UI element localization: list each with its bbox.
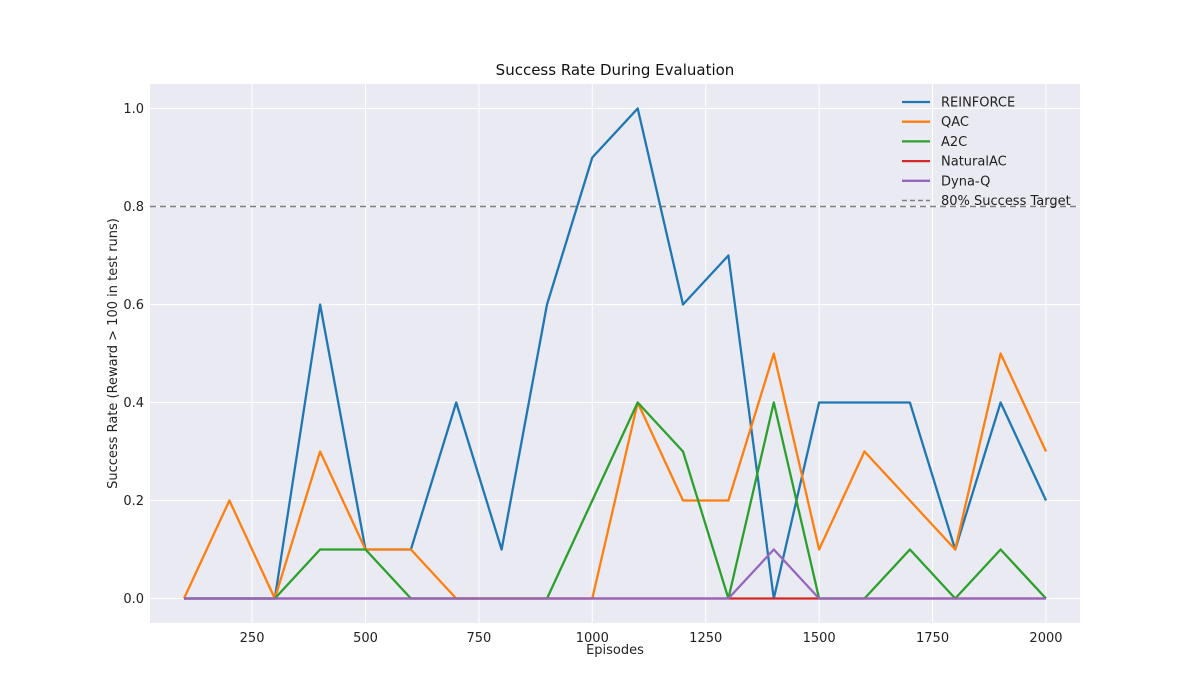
series-line-a2c	[184, 401, 1047, 600]
x-tick-label: 1250	[689, 631, 722, 646]
series-line-reinforce	[184, 107, 1048, 600]
y-tick-label: 0.6	[123, 298, 144, 313]
y-tick-label: 0.8	[123, 200, 144, 215]
y-tick-label: 0.4	[123, 396, 144, 411]
x-axis-label: Episodes	[586, 643, 644, 658]
series-lines	[182, 107, 1048, 600]
series-line-dyna-q	[184, 548, 1046, 600]
legend-label: Dyna-Q	[941, 174, 990, 189]
x-tick-label: 1750	[916, 631, 949, 646]
x-tick-label: 1500	[803, 631, 836, 646]
x-axis-ticks: 250 500 750 1000 1250 1500 1750 2000	[240, 631, 1063, 646]
legend-label: QAC	[941, 115, 969, 130]
x-tick-label: 1000	[576, 631, 609, 646]
series-line-qac	[182, 352, 1048, 600]
legend-label: REINFORCE	[941, 96, 1015, 111]
y-tick-label: 0.0	[123, 592, 144, 607]
plot-area	[150, 84, 1080, 623]
y-axis-ticks: 0.0 0.2 0.4 0.6 0.8 1.0	[123, 102, 144, 607]
y-tick-label: 1.0	[123, 102, 144, 117]
legend-label: 80% Success Target	[941, 194, 1071, 209]
x-tick-label: 500	[353, 631, 378, 646]
x-tick-label: 250	[240, 631, 265, 646]
chart-title: Success Rate During Evaluation	[496, 61, 735, 79]
legend-label: NaturalAC	[941, 155, 1007, 170]
x-tick-label: 2000	[1029, 631, 1062, 646]
legend: REINFORCE QAC A2C NaturalAC Dyna-Q 80% Succes…	[902, 96, 1071, 209]
legend-label: A2C	[941, 135, 967, 150]
y-tick-label: 0.2	[123, 494, 144, 509]
x-tick-label: 750	[466, 631, 491, 646]
y-axis-label: Success Rate (Reward > 100 in test runs)	[106, 218, 121, 489]
